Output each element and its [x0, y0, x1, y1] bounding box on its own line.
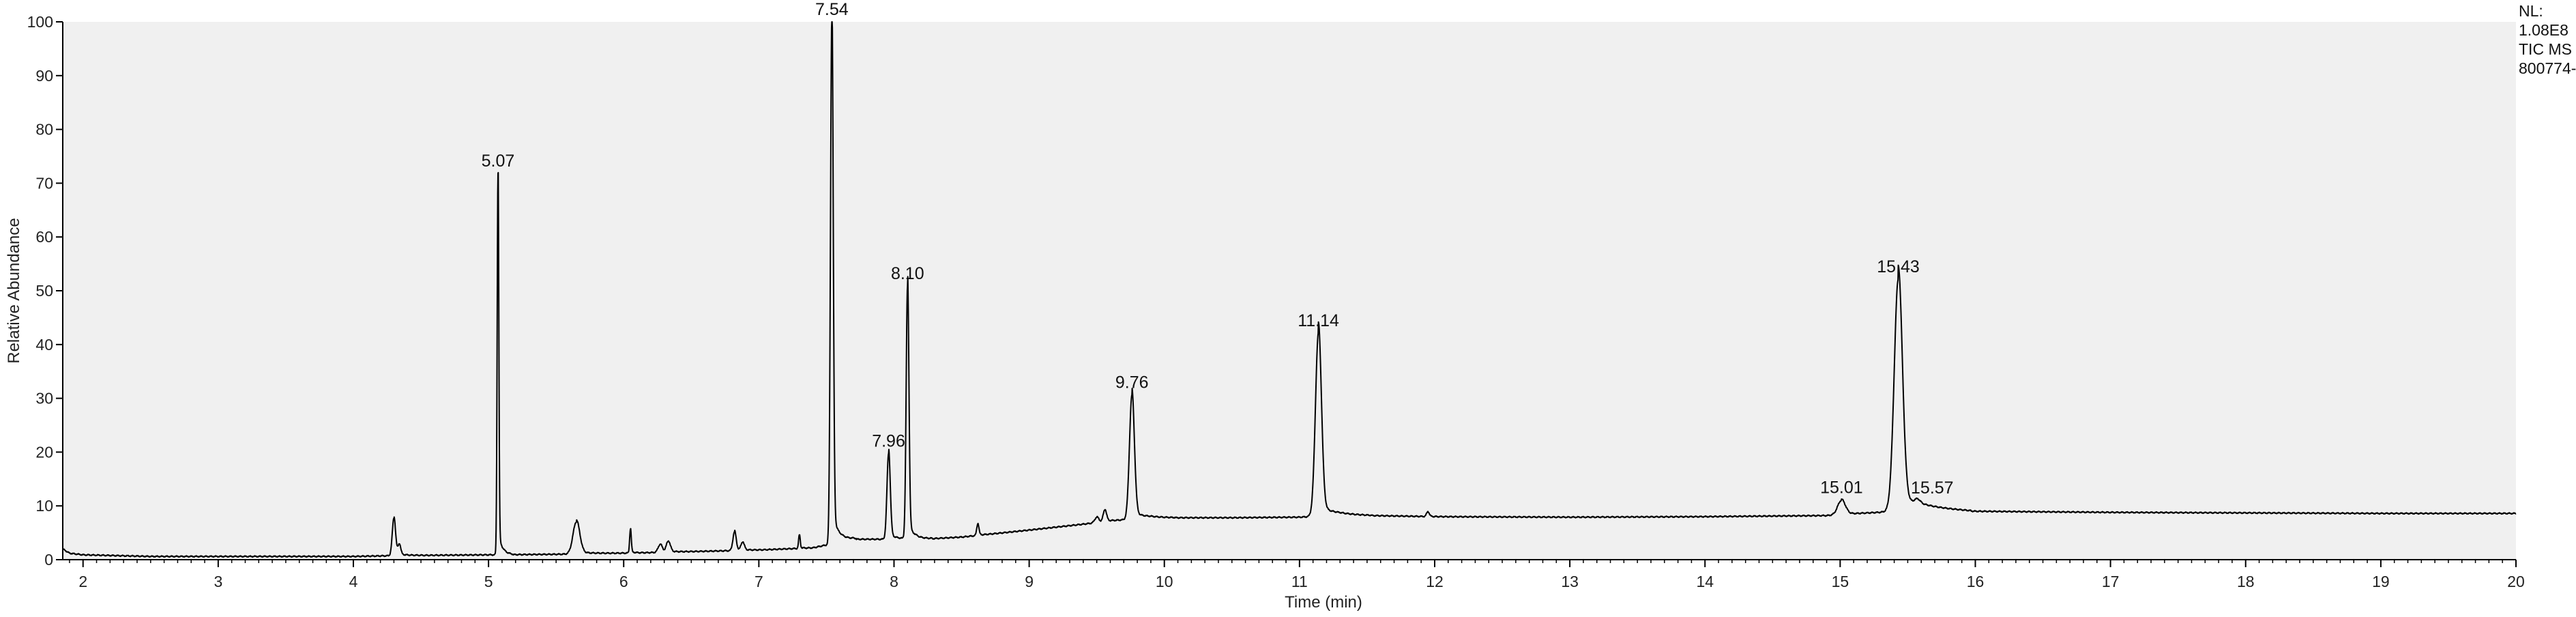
peak-label: 15.01	[1820, 478, 1863, 497]
x-axis-title: Time (min)	[1285, 593, 1362, 612]
peak-label: 11.14	[1298, 311, 1339, 330]
x-tick-label: 2	[78, 573, 87, 590]
y-tick-label: 30	[35, 390, 53, 407]
x-tick-label: 17	[2102, 573, 2120, 590]
peak-label: 9.76	[1115, 373, 1149, 392]
info-line-nl-value: 1.08E8	[2519, 21, 2568, 39]
x-tick-label: 14	[1696, 573, 1714, 590]
y-tick-label: 60	[35, 228, 53, 246]
peak-label: 15.57	[1911, 478, 1954, 498]
x-axis-ticks: 2 3 4 5 6 7 8 9 10 11 12 13 14 15 16 17 18 19 20	[69, 560, 2525, 590]
x-tick-label: 9	[1025, 573, 1034, 590]
y-tick-label: 0	[44, 551, 53, 569]
peak-label: 5.07	[482, 152, 515, 171]
x-tick-label: 16	[1967, 573, 1985, 590]
y-tick-label: 100	[27, 13, 53, 31]
peak-label: 7.54	[815, 0, 849, 19]
peak-label: 8.10	[891, 264, 924, 283]
y-tick-label: 90	[35, 67, 53, 85]
x-tick-label: 10	[1156, 573, 1173, 590]
x-tick-label: 11	[1291, 573, 1308, 590]
info-line-nl: NL:	[2519, 2, 2543, 20]
x-tick-label: 5	[484, 573, 493, 590]
x-tick-label: 13	[1561, 573, 1579, 590]
y-axis-title: Relative Abundance	[5, 218, 23, 364]
tic-trace-line	[62, 21, 2517, 558]
x-tick-label: 18	[2237, 573, 2255, 590]
y-tick-label: 50	[35, 282, 53, 300]
peak-label: 15.43	[1877, 257, 1920, 276]
x-tick-label: 20	[2507, 573, 2525, 590]
x-tick-label: 3	[214, 573, 222, 590]
x-tick-label: 12	[1426, 573, 1444, 590]
peak-label: 7.96	[872, 431, 905, 450]
x-tick-label: 7	[755, 573, 763, 590]
y-tick-label: 10	[35, 497, 53, 515]
x-tick-label: 19	[2372, 573, 2390, 590]
y-tick-label: 40	[35, 336, 53, 354]
y-tick-label: 70	[35, 174, 53, 192]
x-tick-label: 4	[349, 573, 358, 590]
x-tick-label: 6	[619, 573, 628, 590]
y-axis-ticks: 0 10 20 30 40 50 60 70 80 90 100	[27, 13, 63, 569]
plot-background	[63, 22, 2516, 560]
y-tick-label: 20	[35, 443, 53, 461]
info-line-file-name: 800774-	[2519, 59, 2576, 77]
normalization-info: NL: 1.08E8 TIC MS 800774-	[2519, 2, 2576, 77]
x-tick-label: 15	[1832, 573, 1849, 590]
info-line-scan-filter: TIC MS	[2519, 40, 2572, 58]
y-tick-label: 80	[35, 121, 53, 139]
x-tick-label: 8	[890, 573, 898, 590]
peak-labels: 5.07 7.54 7.96 8.10 9.76 11.14 15.01 15.43 15.57	[482, 0, 1954, 498]
